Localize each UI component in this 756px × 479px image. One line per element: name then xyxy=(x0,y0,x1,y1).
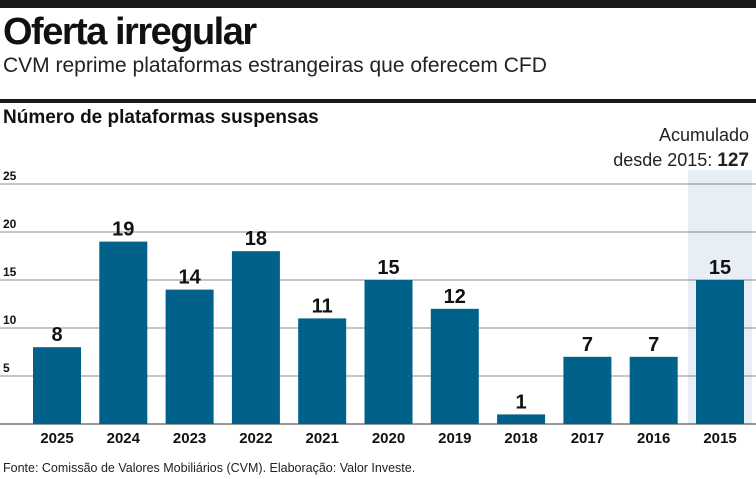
bar xyxy=(298,318,347,424)
y-tick-label: 20 xyxy=(3,217,17,231)
bar xyxy=(696,280,744,424)
source-note: Fonte: Comissão de Valores Mobiliários (… xyxy=(3,461,416,475)
cumulative-value: 127 xyxy=(717,150,749,171)
x-tick-label: 2023 xyxy=(173,430,206,447)
cumulative-since-label: desde 2015: xyxy=(613,150,713,170)
x-tick-label: 2019 xyxy=(438,430,471,447)
x-tick-label: 2018 xyxy=(504,430,537,447)
bar-value-label: 12 xyxy=(444,286,466,308)
chart-title: Número de plataformas suspensas xyxy=(3,107,319,128)
y-tick-label: 5 xyxy=(3,361,10,375)
y-tick-label: 15 xyxy=(3,265,17,279)
page-title: Oferta irregular xyxy=(3,11,257,53)
bar xyxy=(99,241,148,424)
bar-value-label: 14 xyxy=(178,267,201,289)
y-tick-label: 25 xyxy=(3,170,17,183)
x-tick-label: 2020 xyxy=(372,430,405,447)
bar xyxy=(364,280,413,424)
bar-value-label: 11 xyxy=(312,295,333,317)
bar-value-label: 1 xyxy=(516,391,527,413)
x-tick-label: 2016 xyxy=(637,430,670,447)
bar-value-label: 8 xyxy=(51,324,62,346)
bar-value-label: 18 xyxy=(245,228,267,250)
bar xyxy=(563,356,612,424)
bar xyxy=(165,289,214,424)
bar-value-label: 7 xyxy=(582,334,593,356)
bar-value-label: 19 xyxy=(112,219,134,241)
bar xyxy=(629,356,678,424)
bar xyxy=(497,414,546,424)
x-tick-label: 2024 xyxy=(107,430,141,447)
header-divider xyxy=(0,99,756,103)
x-tick-label: 2025 xyxy=(40,430,73,447)
cumulative-total: desde 2015: 127 xyxy=(613,149,749,172)
x-tick-label: 2021 xyxy=(306,430,339,447)
bar xyxy=(33,347,81,424)
top-bar xyxy=(0,0,756,8)
bar-value-label: 15 xyxy=(377,257,399,279)
bar-value-label: 15 xyxy=(709,257,731,279)
cumulative-label: Acumulado xyxy=(658,125,749,145)
bar-value-label: 7 xyxy=(648,334,659,356)
x-tick-label: 2015 xyxy=(703,430,736,447)
page-subtitle: CVM reprime plataformas estrangeiras que… xyxy=(3,54,547,77)
y-tick-label: 10 xyxy=(3,313,17,327)
x-tick-label: 2022 xyxy=(239,430,272,447)
x-tick-label: 2017 xyxy=(571,430,604,447)
bar xyxy=(231,251,280,424)
bar xyxy=(430,308,479,424)
